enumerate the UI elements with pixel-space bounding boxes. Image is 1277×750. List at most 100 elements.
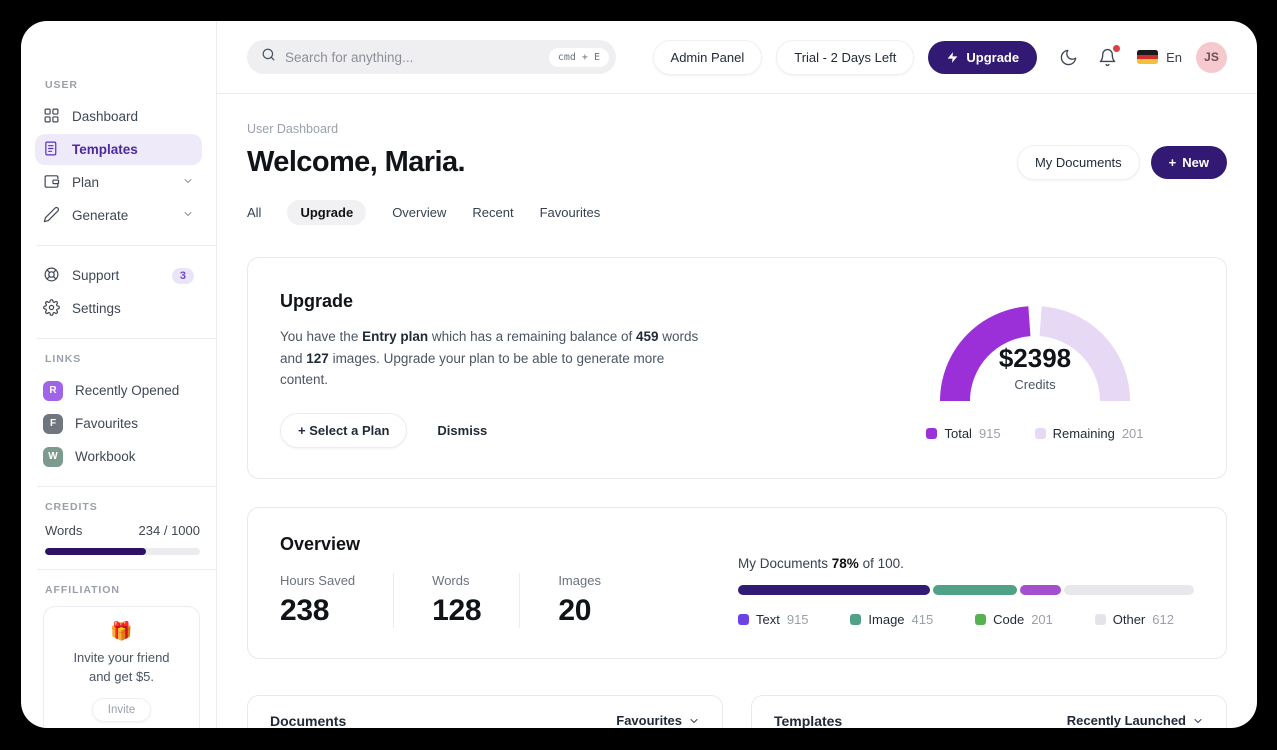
bolt-icon bbox=[946, 51, 959, 64]
templates-card-title: Templates bbox=[774, 712, 843, 728]
search-bar[interactable]: cmd + E bbox=[247, 40, 616, 74]
sidebar-item-support[interactable]: Support 3 bbox=[35, 260, 202, 291]
support-count-badge: 3 bbox=[171, 267, 194, 284]
sidebar-divider bbox=[37, 245, 216, 246]
bar-legend-image: Image 415 bbox=[850, 612, 933, 627]
sidebar-item-label: Templates bbox=[72, 142, 138, 157]
page-title: Welcome, Maria. bbox=[247, 146, 466, 178]
legend-swatch bbox=[926, 428, 938, 439]
dismiss-button[interactable]: Dismiss bbox=[437, 422, 488, 438]
sidebar-link-favourites[interactable]: F Favourites bbox=[35, 408, 202, 439]
gauge-legend-remaining: Remaining 201 bbox=[1034, 426, 1144, 441]
link-initial-badge: R bbox=[43, 380, 63, 401]
tab-overview[interactable]: Overview bbox=[392, 205, 447, 220]
overview-card-title: Overview bbox=[280, 533, 361, 554]
stat-words: Words 128 bbox=[393, 572, 519, 628]
breadcrumb: User Dashboard bbox=[247, 122, 339, 136]
link-initial-badge: W bbox=[43, 446, 63, 467]
gauge-center-label: Credits bbox=[1014, 377, 1056, 392]
sidebar-section-links: LINKS bbox=[45, 353, 82, 365]
new-button[interactable]: + New bbox=[1150, 146, 1227, 179]
bar-segment-image bbox=[932, 584, 1017, 595]
overview-card: Overview Hours Saved 238 Words 128 Image… bbox=[247, 506, 1227, 659]
upgrade-button[interactable]: Upgrade bbox=[928, 40, 1038, 74]
documents-card-title: Documents bbox=[270, 712, 347, 728]
gauge-chart bbox=[940, 306, 1130, 402]
affiliation-card: 🎁 Invite your friend and get $5. Invite bbox=[43, 606, 200, 728]
bar-legend-text: Text 915 bbox=[738, 612, 809, 627]
documents-card: Documents Favourites Untitled Document i… bbox=[247, 694, 723, 728]
sidebar-item-label: Workbook bbox=[75, 449, 136, 464]
sidebar-link-recently-opened[interactable]: R Recently Opened bbox=[35, 375, 202, 406]
sidebar-item-generate[interactable]: Generate bbox=[35, 200, 202, 231]
bar-segment-text bbox=[738, 584, 930, 595]
templates-filter-dropdown[interactable]: Recently Launched bbox=[1067, 713, 1204, 728]
chevron-down-icon bbox=[1192, 715, 1204, 727]
gauge-total-arc bbox=[940, 306, 1032, 402]
main-area: cmd + E Admin Panel Trial - 2 Days Left … bbox=[217, 21, 1257, 728]
credits-progress-bar bbox=[45, 548, 200, 555]
plus-icon: + bbox=[1168, 155, 1177, 170]
chevron-down-icon bbox=[182, 175, 194, 190]
search-input[interactable] bbox=[285, 49, 540, 65]
chevron-down-icon bbox=[688, 715, 700, 727]
lifebuoy-icon bbox=[43, 266, 60, 286]
notifications-button[interactable] bbox=[1098, 44, 1121, 67]
my-documents-button[interactable]: My Documents bbox=[1016, 145, 1140, 180]
gear-icon bbox=[43, 298, 60, 319]
sidebar-item-dashboard[interactable]: Dashboard bbox=[35, 101, 202, 132]
dashboard-grid-icon bbox=[43, 107, 60, 127]
search-icon bbox=[261, 47, 276, 67]
notification-dot bbox=[1113, 44, 1121, 52]
sidebar-item-label: Generate bbox=[72, 208, 129, 223]
stat-images: Images 20 bbox=[519, 572, 639, 628]
bar-legend-code: Code 201 bbox=[975, 612, 1053, 627]
gift-icon: 🎁 bbox=[110, 621, 133, 641]
bar-legend-other: Other 612 bbox=[1094, 612, 1174, 627]
wallet-icon bbox=[43, 173, 60, 193]
sidebar-item-label: Favourites bbox=[75, 416, 139, 431]
sidebar-divider bbox=[37, 338, 216, 339]
select-plan-button[interactable]: + Select a Plan bbox=[280, 412, 408, 448]
sidebar-item-label: Plan bbox=[72, 175, 100, 190]
sidebar-item-label: Support bbox=[72, 268, 120, 283]
tab-recent[interactable]: Recent bbox=[472, 205, 514, 220]
sidebar-divider bbox=[37, 569, 216, 570]
invite-button[interactable]: Invite bbox=[91, 697, 152, 722]
pencil-icon bbox=[43, 206, 60, 226]
sidebar-section-affiliation: AFFILIATION bbox=[45, 584, 120, 596]
user-avatar[interactable]: JS bbox=[1196, 41, 1227, 73]
language-selector[interactable]: En bbox=[1137, 50, 1182, 65]
documents-filter-dropdown[interactable]: Favourites bbox=[616, 713, 700, 728]
sidebar-item-label: Settings bbox=[72, 301, 121, 316]
legend-swatch bbox=[738, 613, 749, 625]
legend-swatch bbox=[850, 613, 862, 625]
stat-hours-saved: Hours Saved 238 bbox=[280, 572, 356, 627]
dark-mode-toggle[interactable] bbox=[1059, 48, 1078, 67]
gauge-legend-total: Total 915 bbox=[926, 426, 1001, 441]
topbar: cmd + E Admin Panel Trial - 2 Days Left … bbox=[217, 21, 1257, 94]
admin-panel-button[interactable]: Admin Panel bbox=[652, 39, 763, 75]
sidebar-item-label: Recently Opened bbox=[75, 383, 180, 398]
sidebar-divider bbox=[37, 486, 216, 487]
documents-progress: My Documents 78% of 100. Text 915 bbox=[738, 534, 1194, 628]
language-label: En bbox=[1166, 49, 1182, 65]
legend-swatch bbox=[1094, 613, 1106, 625]
tab-bar: All Upgrade Overview Recent Favourites bbox=[247, 200, 1227, 225]
sidebar-section-user: USER bbox=[45, 79, 78, 91]
templates-card: Templates Recently Launched Blog Post Ti… bbox=[751, 694, 1227, 728]
bar-segment-code bbox=[1019, 584, 1061, 595]
sidebar-item-plan[interactable]: Plan bbox=[35, 167, 202, 198]
trial-status-badge[interactable]: Trial - 2 Days Left bbox=[776, 39, 915, 75]
tab-upgrade[interactable]: Upgrade bbox=[287, 200, 367, 225]
sidebar-item-settings[interactable]: Settings bbox=[35, 293, 202, 324]
tab-all[interactable]: All bbox=[247, 205, 262, 220]
sidebar: USER Dashboard Templates Plan Generate S… bbox=[21, 21, 217, 728]
tab-favourites[interactable]: Favourites bbox=[539, 205, 601, 220]
bell-icon bbox=[1098, 48, 1117, 67]
credits-value: 234 / 1000 bbox=[138, 523, 200, 538]
sidebar-link-workbook[interactable]: W Workbook bbox=[35, 441, 202, 472]
affiliation-text: Invite your friend and get $5. bbox=[73, 650, 170, 684]
stacked-progress-bar bbox=[738, 584, 1194, 595]
sidebar-item-templates[interactable]: Templates bbox=[35, 134, 202, 165]
